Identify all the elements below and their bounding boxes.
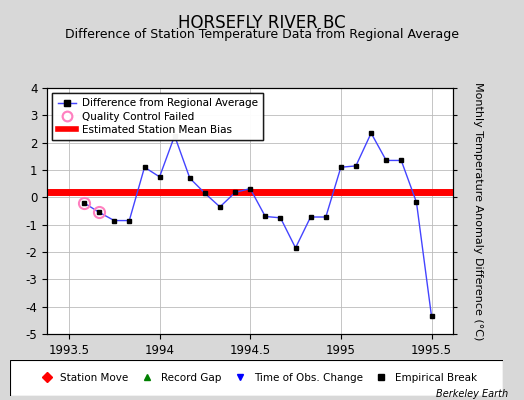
Text: Berkeley Earth: Berkeley Earth [436, 389, 508, 399]
Legend: Difference from Regional Average, Quality Control Failed, Estimated Station Mean: Difference from Regional Average, Qualit… [52, 93, 263, 140]
Text: Difference of Station Temperature Data from Regional Average: Difference of Station Temperature Data f… [65, 28, 459, 41]
Legend: Station Move, Record Gap, Time of Obs. Change, Empirical Break: Station Move, Record Gap, Time of Obs. C… [34, 370, 480, 386]
Y-axis label: Monthly Temperature Anomaly Difference (°C): Monthly Temperature Anomaly Difference (… [473, 82, 484, 340]
Text: HORSEFLY RIVER BC: HORSEFLY RIVER BC [178, 14, 346, 32]
